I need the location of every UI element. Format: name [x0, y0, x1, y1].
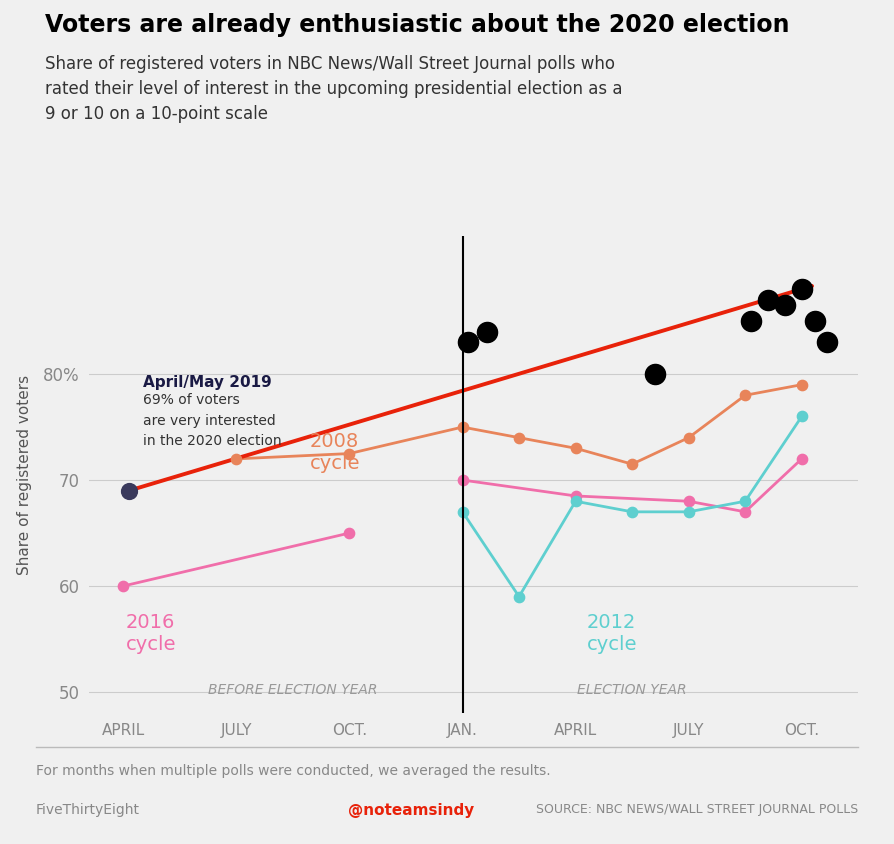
Point	[512, 431, 527, 445]
Point	[512, 590, 527, 603]
Point	[461, 336, 476, 349]
Point	[795, 452, 809, 466]
Text: For months when multiple polls were conducted, we averaged the results.: For months when multiple polls were cond…	[36, 764, 551, 778]
Point	[795, 283, 809, 296]
Point	[761, 293, 775, 306]
Point	[738, 495, 753, 508]
Point	[229, 452, 243, 466]
Point	[625, 505, 639, 518]
Point	[342, 527, 357, 540]
Text: ELECTION YEAR: ELECTION YEAR	[578, 684, 687, 697]
Text: @noteamsindy: @noteamsindy	[348, 803, 475, 819]
Y-axis label: Share of registered voters: Share of registered voters	[17, 375, 32, 575]
Point	[738, 505, 753, 518]
Point	[480, 325, 494, 338]
Point	[738, 388, 753, 402]
Text: Share of registered voters in NBC News/Wall Street Journal polls who
rated their: Share of registered voters in NBC News/W…	[45, 55, 622, 123]
Point	[681, 431, 696, 445]
Point	[569, 441, 583, 455]
Point	[647, 367, 662, 381]
Point	[681, 505, 696, 518]
Point	[455, 505, 469, 518]
Text: 2012
cycle: 2012 cycle	[586, 613, 637, 653]
Point	[681, 495, 696, 508]
Point	[795, 409, 809, 423]
Text: FiveThirtyEight: FiveThirtyEight	[36, 803, 139, 818]
Point	[820, 336, 834, 349]
Point	[455, 420, 469, 434]
Text: April/May 2019: April/May 2019	[142, 375, 271, 390]
Point	[122, 484, 136, 497]
Point	[116, 579, 131, 592]
Text: 2016
cycle: 2016 cycle	[125, 613, 176, 653]
Text: SOURCE: NBC NEWS/WALL STREET JOURNAL POLLS: SOURCE: NBC NEWS/WALL STREET JOURNAL POL…	[536, 803, 858, 816]
Point	[778, 299, 792, 312]
Point	[625, 457, 639, 471]
Point	[744, 314, 758, 327]
Point	[569, 490, 583, 503]
Point	[342, 446, 357, 460]
Point	[808, 314, 822, 327]
Point	[569, 495, 583, 508]
Text: Voters are already enthusiastic about the 2020 election: Voters are already enthusiastic about th…	[45, 13, 789, 36]
Point	[455, 473, 469, 487]
Text: 2008
cycle: 2008 cycle	[310, 432, 360, 473]
Point	[795, 378, 809, 392]
Text: BEFORE ELECTION YEAR: BEFORE ELECTION YEAR	[208, 684, 377, 697]
Text: 69% of voters
are very interested
in the 2020 election: 69% of voters are very interested in the…	[142, 393, 282, 448]
